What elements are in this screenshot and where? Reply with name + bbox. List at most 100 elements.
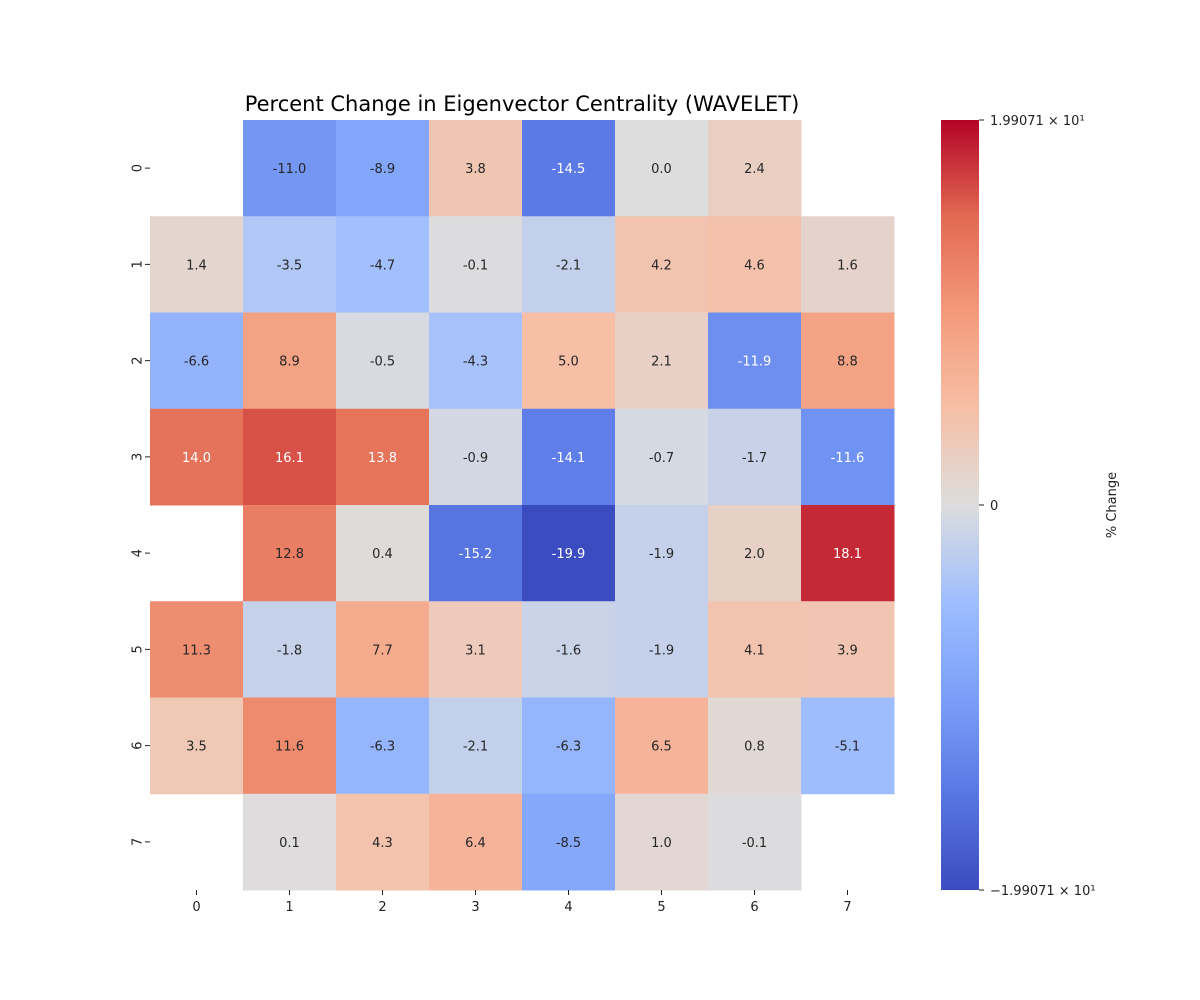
cell-value-r1-c0: 1.4	[186, 258, 207, 273]
heatmap-cell-r0-c4	[522, 120, 616, 217]
heatmap-cell-r3-c1	[243, 408, 337, 506]
cell-value-r3-c2: 13.8	[368, 451, 397, 466]
heatmap-cell-r6-c6	[708, 697, 802, 795]
cell-value-r1-c6: 4.6	[744, 258, 765, 273]
x-tick-label-3: 3	[471, 900, 479, 915]
heatmap-cell-r5-c6	[708, 601, 802, 698]
heatmap-cell-labels: -11.0 -8.9 3.8 -14.5 0.0 2.4 1.4 -3.5 -4.7 -0.1 -2…	[182, 162, 864, 851]
heatmap-cell-r6-c7	[801, 697, 895, 795]
y-tick-label-0: 0	[131, 164, 146, 172]
heatmap-cell-r0-c3	[429, 120, 523, 217]
y-tick-label-3: 3	[131, 453, 146, 461]
cell-value-r4-c5: -1.9	[649, 547, 674, 562]
cell-value-r6-c7: -5.1	[835, 740, 860, 755]
cell-value-r1-c4: -2.1	[556, 258, 581, 273]
heatmap-cell-r1-c6	[708, 216, 802, 313]
heatmap-cell-r6-c2	[336, 697, 430, 795]
cell-value-r7-c3: 6.4	[465, 836, 486, 851]
cell-value-r3-c5: -0.7	[649, 451, 674, 466]
heatmap-cell-r2-c6	[708, 312, 802, 410]
heatmap-cell-r3-c2	[336, 408, 430, 506]
heatmap-cell-r1-c1	[243, 216, 337, 313]
y-axis: 0 1 2 3 4 5 6 7	[131, 164, 150, 846]
cell-value-r0-c3: 3.8	[465, 162, 486, 177]
heatmap-cell-r4-c4	[522, 505, 616, 602]
heatmap-cell-r2-c5	[615, 312, 709, 410]
heatmap-cell-r7-c3	[429, 793, 523, 891]
cell-value-r1-c3: -0.1	[463, 258, 488, 273]
cell-value-r5-c4: -1.6	[556, 643, 581, 658]
heatmap-cell-r6-c0	[150, 697, 244, 795]
cell-value-r4-c1: 12.8	[275, 547, 304, 562]
cell-value-r5-c1: -1.8	[277, 643, 302, 658]
colorbar-tick-label-1: 0	[990, 499, 998, 514]
heatmap-cell-r7-c4	[522, 793, 616, 891]
cell-value-r5-c2: 7.7	[372, 643, 393, 658]
heatmap-cell-r2-c4	[522, 312, 616, 410]
heatmap-cell-r1-c2	[336, 216, 430, 313]
heatmap-cell-r2-c7	[801, 312, 895, 410]
heatmap-cell-r3-c0	[150, 408, 244, 506]
cell-value-r0-c6: 2.4	[744, 162, 765, 177]
cell-value-r7-c4: -8.5	[556, 836, 581, 851]
x-axis: 0 1 2 3 4 5 6 7	[192, 890, 852, 915]
cell-value-r2-c6: -11.9	[738, 355, 772, 370]
cell-value-r6-c5: 6.5	[651, 740, 672, 755]
cell-value-r1-c1: -3.5	[277, 258, 302, 273]
cell-value-r2-c2: -0.5	[370, 355, 395, 370]
heatmap-cell-r1-c5	[615, 216, 709, 313]
cell-value-r3-c1: 16.1	[275, 451, 304, 466]
heatmap-cells	[150, 120, 895, 891]
x-tick-label-1: 1	[285, 900, 293, 915]
heatmap-cell-r1-c3	[429, 216, 523, 313]
heatmap-cell-r6-c3	[429, 697, 523, 795]
heatmap-cell-r1-c0	[150, 216, 244, 313]
cell-value-r5-c7: 3.9	[837, 643, 858, 658]
colorbar-tick-label-2: 1.99071 × 10¹	[990, 114, 1085, 129]
heatmap-cell-r5-c2	[336, 601, 430, 698]
y-tick-label-2: 2	[131, 356, 146, 364]
heatmap-cell-r7-c6	[708, 793, 802, 891]
cell-value-r5-c3: 3.1	[465, 643, 486, 658]
heatmap-cell-r3-c6	[708, 408, 802, 506]
cell-value-r6-c1: 11.6	[275, 740, 304, 755]
heatmap-cell-r4-c6	[708, 505, 802, 602]
cell-value-r0-c2: -8.9	[370, 162, 395, 177]
cell-value-r3-c4: -14.1	[552, 451, 586, 466]
heatmap-cell-r2-c1	[243, 312, 337, 410]
cell-value-r3-c6: -1.7	[742, 451, 767, 466]
heatmap-cell-r6-c1	[243, 697, 337, 795]
cell-value-r7-c2: 4.3	[372, 836, 393, 851]
heatmap-cell-r5-c4	[522, 601, 616, 698]
heatmap-cell-r3-c4	[522, 408, 616, 506]
cell-value-r4-c3: -15.2	[459, 547, 493, 562]
x-tick-label-2: 2	[378, 900, 386, 915]
heatmap-cell-r2-c3	[429, 312, 523, 410]
heatmap-cell-r7-c2	[336, 793, 430, 891]
cell-value-r1-c5: 4.2	[651, 258, 672, 273]
heatmap-cell-r5-c0	[150, 601, 244, 698]
heatmap-cell-r5-c7	[801, 601, 895, 698]
x-tick-label-5: 5	[657, 900, 665, 915]
cell-value-r2-c5: 2.1	[651, 355, 672, 370]
cell-value-r2-c0: -6.6	[184, 355, 209, 370]
cell-value-r1-c2: -4.7	[370, 258, 395, 273]
cell-value-r0-c1: -11.0	[273, 162, 307, 177]
heatmap-cell-r5-c5	[615, 601, 709, 698]
heatmap-cell-r4-c1	[243, 505, 337, 602]
y-tick-label-1: 1	[131, 260, 146, 268]
heatmap-cell-r0-c2	[336, 120, 430, 217]
heatmap-cell-r2-c2	[336, 312, 430, 410]
cell-value-r3-c7: -11.6	[831, 451, 865, 466]
colorbar-gradient	[941, 120, 979, 890]
heatmap-cell-r4-c2	[336, 505, 430, 602]
cell-value-r2-c3: -4.3	[463, 355, 488, 370]
heatmap-cell-r5-c3	[429, 601, 523, 698]
cell-value-r0-c5: 0.0	[651, 162, 672, 177]
heatmap-cell-r7-c5	[615, 793, 709, 891]
cell-value-r5-c0: 11.3	[182, 643, 211, 658]
cell-value-r4-c2: 0.4	[372, 547, 393, 562]
x-tick-label-4: 4	[564, 900, 572, 915]
heatmap-cell-r0-c6	[708, 120, 802, 217]
